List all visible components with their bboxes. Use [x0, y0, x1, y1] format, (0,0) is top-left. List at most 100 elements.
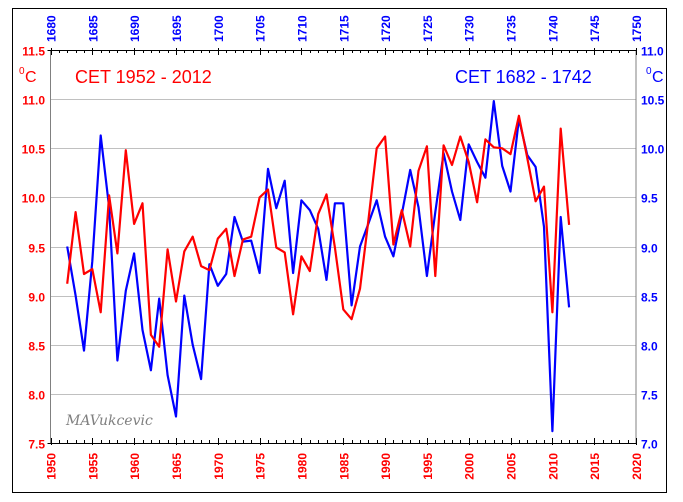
point-cet-1952-2012 — [259, 196, 261, 198]
point-cet-1682-1742 — [133, 252, 135, 254]
legend-recent: CET 1952 - 2012 — [75, 67, 212, 87]
point-cet-1952-2012 — [493, 146, 495, 148]
point-cet-1952-2012 — [510, 153, 512, 155]
point-cet-1952-2012 — [484, 138, 486, 140]
point-cet-1952-2012 — [317, 213, 319, 215]
y-right-tick-label: 11.0 — [641, 45, 664, 59]
point-cet-1682-1742 — [242, 241, 244, 243]
point-cet-1952-2012 — [250, 236, 252, 238]
point-cet-1952-2012 — [142, 202, 144, 204]
point-cet-1682-1742 — [409, 169, 411, 171]
point-cet-1682-1742 — [150, 369, 152, 371]
point-cet-1682-1742 — [476, 161, 478, 163]
x-bottom-tick-label: 2010 — [546, 453, 560, 480]
point-cet-1952-2012 — [342, 308, 344, 310]
point-cet-1682-1742 — [535, 166, 537, 168]
point-cet-1952-2012 — [150, 334, 152, 336]
point-cet-1682-1742 — [100, 135, 102, 137]
y-left-tick-label: 8.0 — [28, 389, 45, 403]
point-cet-1682-1742 — [275, 207, 277, 209]
point-cet-1952-2012 — [300, 255, 302, 257]
x-top-tick-label: 1710 — [295, 15, 309, 42]
point-cet-1952-2012 — [242, 239, 244, 241]
point-cet-1952-2012 — [292, 313, 294, 315]
point-cet-1952-2012 — [459, 136, 461, 138]
point-cet-1952-2012 — [167, 248, 169, 250]
point-cet-1952-2012 — [434, 275, 436, 277]
point-cet-1952-2012 — [392, 244, 394, 246]
point-cet-1682-1742 — [443, 152, 445, 154]
axes — [47, 48, 637, 445]
x-bottom-tick-label: 2015 — [588, 453, 602, 480]
point-cet-1682-1742 — [317, 228, 319, 230]
point-cet-1952-2012 — [234, 275, 236, 277]
point-cet-1682-1742 — [568, 306, 570, 308]
point-cet-1682-1742 — [510, 191, 512, 193]
x-top-tick-label: 1700 — [212, 15, 226, 42]
point-cet-1682-1742 — [108, 206, 110, 208]
x-top-tick-label: 1735 — [505, 15, 519, 42]
point-cet-1952-2012 — [116, 252, 118, 254]
point-cet-1952-2012 — [543, 186, 545, 188]
x-top-tick-label: 1745 — [588, 15, 602, 42]
point-cet-1682-1742 — [234, 216, 236, 218]
point-cet-1952-2012 — [426, 145, 428, 147]
right-unit-label: 0 C — [646, 66, 664, 86]
x-bottom-tick-label: 1970 — [212, 453, 226, 480]
point-cet-1952-2012 — [275, 247, 277, 249]
x-bottom-tick-label: 2005 — [505, 453, 519, 480]
point-cet-1952-2012 — [200, 265, 202, 267]
point-cet-1682-1742 — [200, 378, 202, 380]
point-cet-1952-2012 — [83, 273, 85, 275]
point-cet-1682-1742 — [83, 350, 85, 352]
x-bottom-tick-label: 1960 — [128, 453, 142, 480]
point-cet-1682-1742 — [367, 223, 369, 225]
point-cet-1682-1742 — [351, 304, 353, 306]
x-bottom-tick-label: 1975 — [254, 453, 268, 480]
x-bottom-tick-label: 2000 — [463, 453, 477, 480]
x-top-tick-label: 1740 — [546, 15, 560, 42]
point-cet-1952-2012 — [183, 250, 185, 252]
point-cet-1682-1742 — [250, 240, 252, 242]
point-cet-1952-2012 — [418, 170, 420, 172]
left-unit-label: 0 C — [19, 66, 37, 86]
point-cet-1952-2012 — [91, 268, 93, 270]
point-cet-1952-2012 — [451, 164, 453, 166]
point-cet-1952-2012 — [501, 147, 503, 149]
point-cet-1682-1742 — [300, 199, 302, 201]
point-cet-1952-2012 — [443, 144, 445, 146]
series-line-cet-1682-1742 — [66, 99, 571, 433]
chart-frame — [12, 8, 667, 493]
point-cet-1952-2012 — [376, 147, 378, 149]
point-cet-1682-1742 — [91, 260, 93, 262]
point-cet-1952-2012 — [326, 193, 328, 195]
point-cet-1682-1742 — [392, 255, 394, 257]
point-cet-1952-2012 — [175, 301, 177, 303]
point-cet-1952-2012 — [284, 251, 286, 253]
left-unit: C — [25, 69, 37, 86]
y-left-tick-label: 10.5 — [22, 143, 46, 157]
point-cet-1952-2012 — [133, 223, 135, 225]
point-cet-1682-1742 — [451, 191, 453, 193]
y-left-tick-label: 11.5 — [22, 45, 45, 59]
point-cet-1682-1742 — [267, 168, 269, 170]
point-cet-1952-2012 — [535, 200, 537, 202]
point-cet-1952-2012 — [384, 136, 386, 138]
point-cet-1682-1742 — [459, 219, 461, 221]
point-cet-1952-2012 — [401, 209, 403, 211]
point-cet-1682-1742 — [493, 100, 495, 102]
point-cet-1682-1742 — [292, 272, 294, 274]
point-cet-1682-1742 — [560, 216, 562, 218]
x-bottom-tick-label: 1950 — [45, 453, 59, 480]
y-right-tick-label: 7.0 — [641, 438, 658, 452]
y-left-tick-label: 8.5 — [28, 340, 45, 354]
point-cet-1952-2012 — [334, 247, 336, 249]
x-bottom-tick-label: 1995 — [421, 453, 435, 480]
point-cet-1682-1742 — [518, 118, 520, 120]
point-cet-1682-1742 — [384, 236, 386, 238]
point-cet-1952-2012 — [351, 318, 353, 320]
point-cet-1952-2012 — [476, 201, 478, 203]
point-cet-1952-2012 — [560, 128, 562, 130]
point-cet-1952-2012 — [309, 270, 311, 272]
